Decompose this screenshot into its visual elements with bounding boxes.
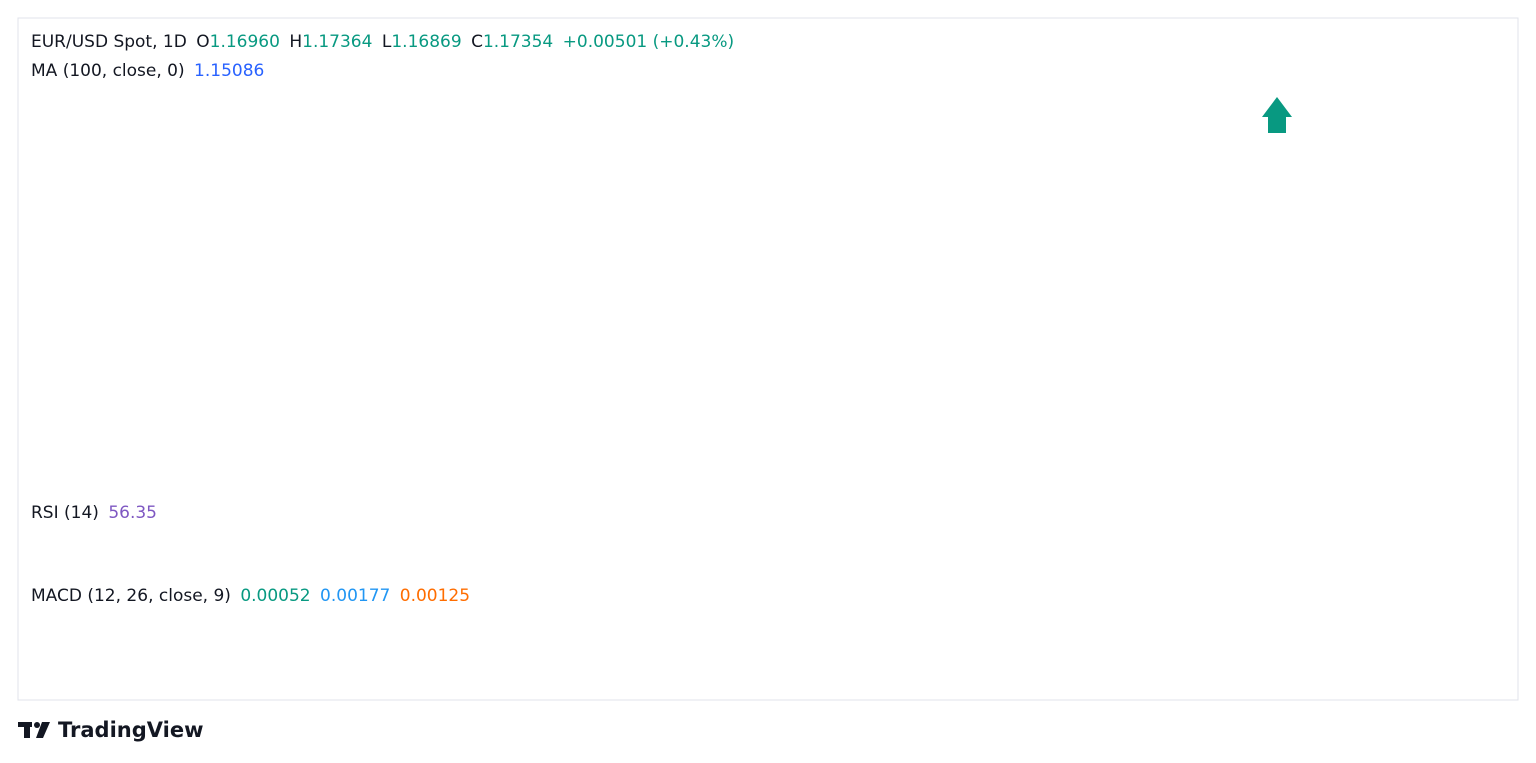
up-arrow bbox=[1262, 97, 1292, 133]
rsi-name: RSI (14) bbox=[31, 503, 99, 523]
low-value: 1.16869 bbox=[391, 32, 462, 52]
close-label: C bbox=[471, 32, 483, 52]
close-value: 1.17354 bbox=[482, 32, 554, 52]
high-value: 1.17364 bbox=[302, 32, 373, 52]
rsi-value: 56.35 bbox=[108, 503, 157, 523]
brand: TradingView bbox=[18, 718, 203, 742]
chart-title: EUR/USD Spot, 1D bbox=[31, 32, 187, 52]
symbol-header: EUR/USD Spot, 1D O1.16960 H1.17364 L1.16… bbox=[31, 32, 738, 52]
open-label: O bbox=[196, 32, 210, 52]
arrow-head bbox=[1262, 97, 1292, 117]
histogram-value: 0.00052 bbox=[240, 586, 311, 606]
arrow-shaft bbox=[1268, 116, 1286, 133]
brand-name: TradingView bbox=[58, 718, 204, 742]
ma-value: 1.15086 bbox=[194, 61, 265, 81]
macd-legend: MACD (12, 26, close, 9) 0.00052 0.00177 … bbox=[31, 586, 474, 606]
ma-name: MA (100, close, 0) bbox=[31, 61, 185, 81]
change-value: +0.00501 (+0.43%) bbox=[562, 32, 735, 52]
brand-logo bbox=[18, 722, 50, 738]
rsi-legend: RSI (14) 56.35 bbox=[31, 503, 161, 523]
signal-value: 0.00125 bbox=[399, 586, 471, 606]
macd-value: 0.00177 bbox=[320, 586, 391, 606]
macd-name: MACD (12, 26, close, 9) bbox=[31, 586, 231, 606]
open-value: 1.16960 bbox=[209, 32, 280, 52]
ma-legend: MA (100, close, 0) 1.15086 bbox=[31, 61, 268, 81]
high-label: H bbox=[289, 32, 303, 52]
low-label: L bbox=[381, 32, 392, 52]
